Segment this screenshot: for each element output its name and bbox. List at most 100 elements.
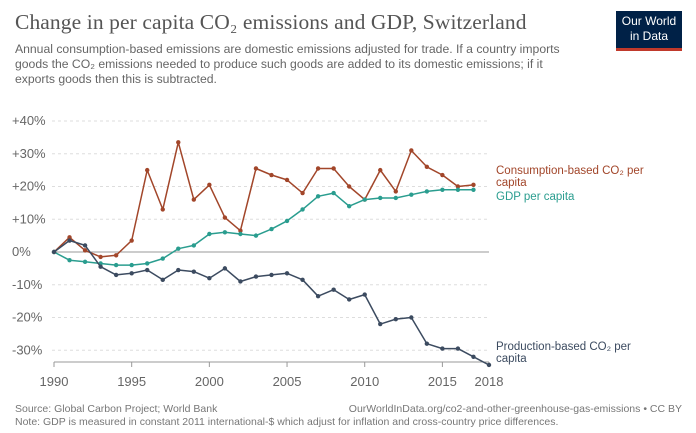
chart-subtitle: Annual consumption-based emissions are d… <box>15 42 560 86</box>
x-tick-label: 2005 <box>273 374 302 389</box>
data-point <box>424 341 430 346</box>
data-point <box>98 264 103 269</box>
data-point <box>471 187 476 192</box>
data-point <box>160 277 165 283</box>
data-point <box>346 297 352 302</box>
y-tick-label: +30% <box>12 146 46 161</box>
data-point <box>455 187 461 192</box>
source-text: Source: Global Carbon Project; World Ban… <box>15 403 218 415</box>
data-point <box>113 262 119 268</box>
data-point <box>378 167 383 173</box>
owid-logo[interactable]: Our World in Data <box>616 11 682 51</box>
data-point <box>362 197 367 202</box>
data-point <box>486 362 492 368</box>
data-point <box>300 207 305 212</box>
data-point <box>409 315 414 320</box>
data-point <box>67 235 72 240</box>
data-point <box>269 226 274 232</box>
data-point <box>424 189 430 194</box>
data-point <box>331 190 336 196</box>
data-point <box>284 271 290 276</box>
data-point <box>253 166 259 171</box>
x-tick-label: 2018 <box>475 374 504 389</box>
series-line-2 <box>53 239 490 366</box>
data-point <box>129 271 134 276</box>
logo-line-1: Our World <box>621 14 677 28</box>
data-point <box>331 166 336 171</box>
data-point <box>300 190 305 196</box>
y-tick-label: +20% <box>12 179 46 194</box>
data-point <box>362 292 367 297</box>
data-point <box>145 261 150 266</box>
data-point <box>300 277 305 283</box>
series-label: capita <box>496 353 527 365</box>
data-point <box>222 215 228 220</box>
data-point <box>346 184 352 189</box>
footnote-text: Note: GDP is measured in constant 2011 i… <box>15 416 559 428</box>
source-url-link[interactable]: OurWorldInData.org/co2-and-other-greenho… <box>348 403 682 415</box>
data-point <box>471 182 476 188</box>
data-point <box>160 256 165 261</box>
data-point <box>315 194 321 199</box>
data-point <box>409 192 414 197</box>
y-tick-label: 0% <box>12 244 31 259</box>
data-point <box>238 228 243 233</box>
series-line-0 <box>53 141 474 258</box>
data-point <box>145 167 150 173</box>
x-tick-label: 1990 <box>40 374 69 389</box>
data-point <box>176 140 181 145</box>
logo-accent-bar <box>616 48 682 51</box>
x-tick-label: 1995 <box>117 374 146 389</box>
data-point <box>82 243 88 248</box>
data-point <box>253 233 259 238</box>
series-line-1 <box>53 189 474 266</box>
data-point <box>393 316 398 322</box>
data-point <box>113 272 119 278</box>
data-point <box>455 184 461 189</box>
data-point <box>253 274 259 279</box>
data-point <box>284 177 290 183</box>
data-point <box>82 248 88 253</box>
data-point <box>191 269 197 274</box>
data-point <box>222 266 228 271</box>
data-point <box>378 321 383 327</box>
chart-title: Change in per capita CO₂ emissions and G… <box>15 10 527 34</box>
data-point <box>238 279 243 284</box>
data-point <box>471 354 476 359</box>
series-label: Consumption-based CO₂ per <box>496 165 644 177</box>
data-point <box>160 207 165 212</box>
data-point <box>207 276 212 281</box>
data-point <box>315 166 321 171</box>
data-point <box>67 238 72 243</box>
data-point <box>207 231 212 237</box>
data-point <box>176 267 181 273</box>
series-label: capita <box>496 177 527 189</box>
data-point <box>51 249 57 255</box>
y-tick-label: -20% <box>12 310 43 325</box>
data-point <box>440 187 445 192</box>
data-point <box>331 287 336 292</box>
series-label: GDP per capita <box>496 191 575 203</box>
x-tick-label: 2015 <box>428 374 457 389</box>
y-tick-label: +40% <box>12 113 46 128</box>
data-point <box>440 346 445 351</box>
data-point <box>346 203 352 209</box>
data-point <box>222 230 228 235</box>
data-point <box>269 172 274 178</box>
y-tick-label: -10% <box>12 277 43 292</box>
data-point <box>113 253 119 258</box>
data-point <box>393 189 398 194</box>
data-point <box>82 259 88 265</box>
data-point <box>176 246 181 251</box>
data-point <box>207 182 212 188</box>
data-point <box>67 257 72 263</box>
y-tick-label: -30% <box>12 342 43 357</box>
data-point <box>129 262 134 268</box>
data-point <box>238 231 243 237</box>
data-point <box>440 172 445 178</box>
series-label: Production-based CO₂ per <box>496 341 631 353</box>
y-tick-label: +10% <box>12 211 46 226</box>
data-point <box>378 195 383 201</box>
data-point <box>129 238 134 243</box>
